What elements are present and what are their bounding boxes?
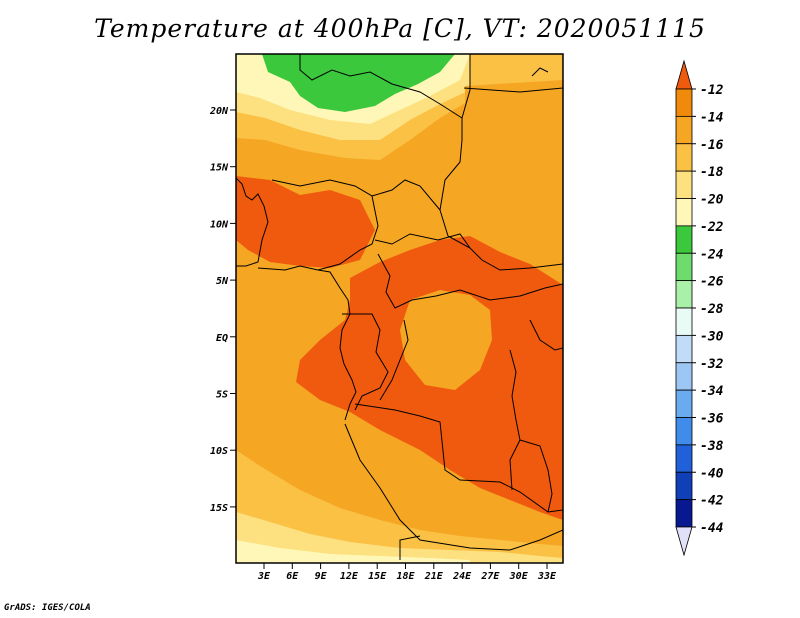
colorbar-box (675, 280, 693, 309)
colorbar-label: -14 (700, 110, 724, 125)
field-band-22-south (236, 540, 470, 563)
lon-label: 30E (509, 571, 529, 582)
colorbar-bottom-triangle (675, 526, 693, 557)
sahara-borders (299, 54, 463, 140)
colorbar: -12 -14 -16 -18 -20 -22 -24 -26 -28 -30 -32 -34 -36 -… (675, 59, 724, 557)
field-band-18-south (236, 450, 563, 563)
uganda-kenya-border (529, 319, 563, 351)
lon-label: 24E (452, 571, 472, 582)
chad-sudan-border (439, 139, 563, 271)
lat-label: 10N (210, 219, 229, 230)
colorbar-label: -28 (700, 302, 724, 317)
colorbar-box (675, 362, 693, 391)
colorbar-label: -22 (700, 220, 724, 235)
egypt-sudan-border (463, 87, 563, 93)
lat-label: 15N (210, 163, 229, 174)
map-title: Temperature at 400hPa [C], VT: 202005111… (94, 14, 706, 43)
colorbar-label: -44 (700, 521, 724, 536)
colorbar-label: -20 (700, 193, 724, 208)
longitude-axis: 3E 6E 9E 12E 15E 18E 21E 24E 27E 30E 33E (257, 563, 557, 582)
lon-label: 9E (315, 571, 328, 582)
field-band-20-south (236, 512, 563, 563)
colorbar-label: -42 (700, 494, 724, 509)
colorbar-label: -26 (700, 275, 724, 290)
lon-label: 21E (424, 571, 444, 582)
angola-drc-border (354, 403, 563, 513)
angola-namibia-border (344, 423, 563, 551)
colorbar-label: -30 (700, 329, 724, 344)
red-sea-coast (531, 67, 549, 77)
car-congo-border (377, 253, 563, 309)
country-boundaries (236, 54, 563, 560)
latitude-axis: 20N 15N 10N 5N EQ 5S 10S 15S (209, 106, 236, 514)
colorbar-label: -12 (700, 83, 724, 98)
congo-gabon-border (342, 313, 389, 411)
colorbar-label: -16 (700, 138, 724, 153)
lat-label: 10S (210, 446, 228, 457)
lon-label: 15E (368, 571, 387, 582)
colorbar-box (675, 143, 693, 172)
lat-label: 20N (209, 106, 229, 117)
botswana-border (399, 535, 421, 560)
colorbar-box (675, 252, 693, 282)
colorbar-box (675, 389, 693, 418)
colorbar-label: -32 (700, 357, 724, 372)
colorbar-box (675, 115, 693, 145)
colorbar-box (675, 417, 693, 446)
libya-egypt-border (461, 54, 471, 119)
colorbar-box (675, 471, 693, 501)
lon-label: 3E (257, 571, 271, 582)
lon-label: 33E (537, 571, 557, 582)
colorbar-label: -24 (700, 247, 724, 262)
lat-label: EQ (216, 333, 228, 344)
map-frame (235, 53, 564, 564)
lat-label: 5N (216, 276, 229, 287)
lon-label: 6E (286, 571, 299, 582)
colorbar-label: -18 (700, 165, 724, 180)
colorbar-label: -36 (700, 412, 724, 427)
field-band-24 (262, 54, 455, 112)
colorbar-box (675, 307, 693, 336)
congo-drc-border (379, 319, 409, 401)
lon-label: 12E (340, 571, 359, 582)
colorbar-top-triangle (675, 59, 693, 90)
colorbar-box (675, 170, 693, 199)
car-chad-border (374, 233, 471, 249)
colorbar-box (675, 198, 693, 227)
colorbar-label: -40 (700, 466, 724, 481)
lon-label: 18E (396, 571, 415, 582)
field-band-16-congo (400, 290, 492, 390)
colorbar-box (675, 88, 693, 117)
lat-label: 5S (216, 390, 228, 401)
lon-label: 27E (480, 571, 500, 582)
temperature-field (236, 54, 563, 563)
great-lakes-border (509, 349, 521, 491)
colorbar-box (675, 444, 693, 473)
west-coast (236, 177, 269, 267)
colorbar-label: -34 (700, 384, 724, 399)
chad-niger-border (371, 179, 441, 211)
nigeria-niger-border (271, 179, 379, 271)
grads-credit: GrADS: IGES/COLA (4, 603, 91, 613)
tanzania-zambia-border (519, 439, 553, 513)
colorbar-box (675, 499, 693, 528)
colorbar-label: -38 (700, 439, 724, 454)
colorbar-box (675, 334, 693, 364)
colorbar-box (675, 225, 693, 254)
field-band-16-east (465, 80, 563, 290)
field-band-14-west (236, 176, 375, 268)
field-band-16-south (236, 290, 563, 563)
lat-label: 15S (210, 503, 228, 514)
